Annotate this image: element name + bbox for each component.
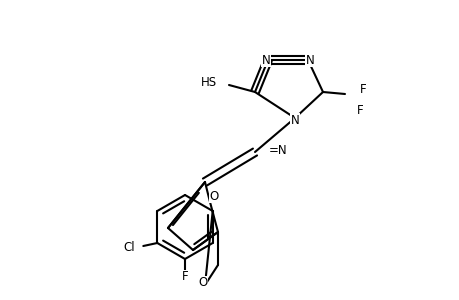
Text: HS: HS [201, 76, 217, 88]
Text: N: N [261, 53, 270, 67]
Text: O: O [198, 277, 207, 290]
Text: N: N [305, 53, 313, 67]
Text: N: N [290, 113, 299, 127]
Text: =N: =N [269, 143, 287, 157]
Text: Cl: Cl [123, 242, 135, 254]
Text: F: F [359, 82, 365, 95]
Text: F: F [181, 271, 188, 284]
Text: O: O [209, 190, 218, 202]
Text: F: F [356, 104, 363, 118]
